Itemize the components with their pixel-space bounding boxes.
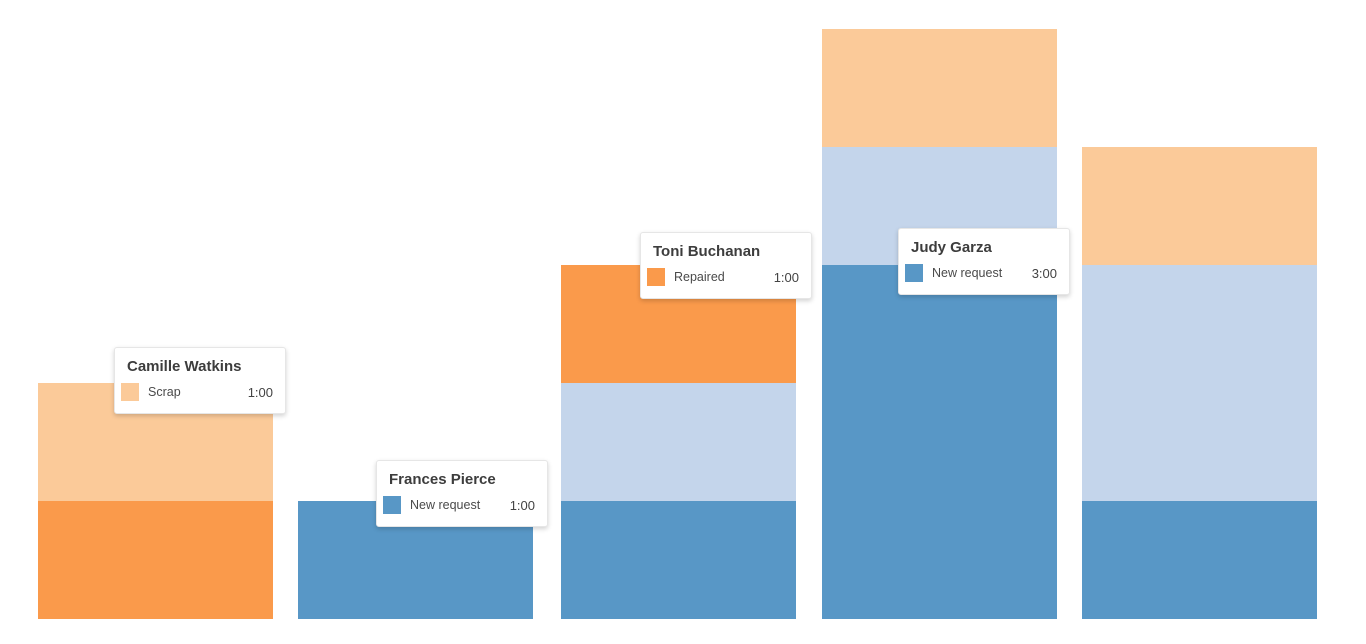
bar-segment-repaired[interactable] <box>38 501 273 619</box>
tooltip-series-label: New request <box>932 266 1003 280</box>
tooltip-series-label: Repaired <box>674 270 725 284</box>
tooltip-toni-buchanan: Toni Buchanan Repaired 1:00 <box>640 232 812 299</box>
tooltip-series-row: New request 1:00 <box>383 496 535 514</box>
legend-swatch <box>905 264 923 282</box>
legend-swatch <box>383 496 401 514</box>
legend-swatch <box>647 268 665 286</box>
tooltip-series-row: Repaired 1:00 <box>647 268 799 286</box>
tooltip-series-row: New request 3:00 <box>905 264 1057 282</box>
bar-judy-garza <box>822 29 1057 619</box>
tooltip-title: Camille Watkins <box>127 358 242 375</box>
bar-segment-unlabeled[interactable] <box>1082 265 1317 501</box>
tooltip-title: Judy Garza <box>911 239 992 256</box>
tooltip-duration-value: 1:00 <box>247 384 273 400</box>
bar-segment-new-request[interactable] <box>1082 501 1317 619</box>
legend-swatch <box>121 383 139 401</box>
tooltip-title: Toni Buchanan <box>653 243 761 260</box>
tooltip-duration-value: 1:00 <box>509 497 535 513</box>
bar-segment-new-request[interactable] <box>561 501 796 619</box>
bar-segment-scrap[interactable] <box>1082 147 1317 265</box>
tooltip-judy-garza: Judy Garza New request 3:00 <box>898 228 1070 295</box>
bar-5 <box>1082 147 1317 619</box>
bar-segment-unlabeled[interactable] <box>561 383 796 501</box>
bar-segment-new-request[interactable] <box>822 265 1057 619</box>
tooltip-camille-watkins: Camille Watkins Scrap 1:00 <box>114 347 286 414</box>
tooltip-series-label: New request <box>410 498 481 512</box>
bar-segment-scrap[interactable] <box>822 29 1057 147</box>
tooltip-duration-value: 1:00 <box>773 269 799 285</box>
tooltip-frances-pierce: Frances Pierce New request 1:00 <box>376 460 548 527</box>
tooltip-series-row: Scrap 1:00 <box>121 383 273 401</box>
bar-camille-watkins <box>38 383 273 619</box>
bar-toni-buchanan <box>561 265 796 619</box>
tooltip-title: Frances Pierce <box>389 471 496 488</box>
tooltip-duration-value: 3:00 <box>1031 265 1057 281</box>
tooltip-series-label: Scrap <box>148 385 181 399</box>
